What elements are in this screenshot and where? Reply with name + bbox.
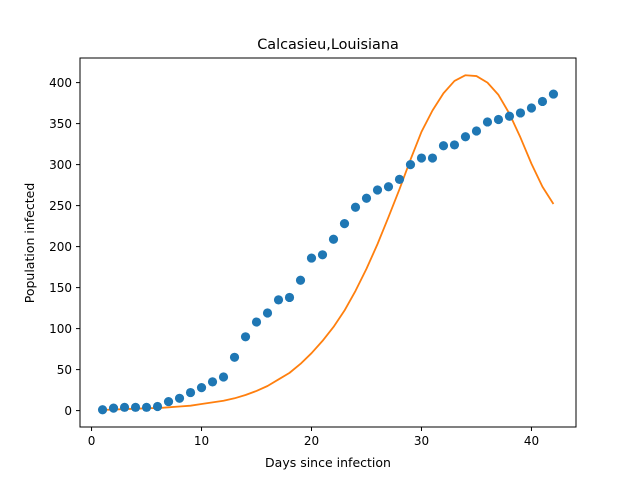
data-point	[97, 405, 108, 415]
data-point	[251, 317, 262, 327]
data-point	[152, 401, 163, 412]
x-tick-label: 30	[414, 434, 429, 448]
x-tick-label: 0	[88, 434, 96, 448]
y-tick-label: 100	[49, 322, 72, 336]
y-tick-label: 200	[49, 240, 72, 254]
y-axis-label: Population infected	[22, 183, 37, 304]
data-point	[394, 174, 405, 184]
data-point	[493, 114, 504, 125]
x-tick-label: 10	[194, 434, 209, 448]
data-point	[350, 202, 361, 212]
data-point	[141, 402, 152, 412]
x-axis-label: Days since infection	[265, 455, 391, 470]
data-point	[449, 140, 460, 150]
y-tick-label: 50	[57, 363, 72, 377]
data-point	[196, 383, 207, 393]
data-point	[427, 153, 438, 163]
data-point	[372, 185, 383, 195]
x-tick-label: 40	[524, 434, 539, 448]
data-point	[218, 372, 229, 382]
data-point	[207, 377, 218, 387]
data-point	[284, 292, 295, 303]
data-point	[119, 402, 130, 412]
data-point	[295, 275, 306, 285]
data-point	[361, 193, 372, 203]
data-point	[328, 234, 339, 244]
y-tick-label: 400	[49, 76, 72, 90]
data-point	[240, 332, 251, 342]
data-point	[108, 403, 119, 413]
data-point	[383, 182, 394, 192]
data-point	[405, 160, 416, 170]
y-tick-label: 250	[49, 199, 72, 213]
data-point	[471, 126, 482, 136]
data-point	[185, 387, 196, 398]
data-point	[229, 352, 240, 362]
fit-curve-line	[102, 74, 555, 411]
data-point	[262, 308, 273, 318]
y-tick-label: 0	[64, 404, 72, 418]
data-point	[416, 153, 427, 163]
data-point	[537, 96, 548, 107]
data-point	[504, 111, 515, 121]
data-point	[339, 219, 350, 229]
chart-title: Calcasieu,Louisiana	[257, 37, 399, 53]
data-point	[317, 250, 328, 260]
data-point	[482, 117, 493, 127]
y-tick-label: 300	[49, 158, 72, 172]
axes-frame	[79, 57, 577, 428]
data-point	[163, 396, 174, 407]
data-point	[526, 103, 537, 113]
y-tick-label: 350	[49, 117, 72, 131]
data-point	[130, 402, 141, 412]
x-tick-label: 20	[304, 434, 319, 448]
y-tick-label: 150	[49, 281, 72, 295]
data-point	[460, 132, 471, 142]
data-point	[174, 393, 185, 403]
data-point	[273, 295, 284, 305]
data-point	[438, 141, 449, 151]
data-point	[515, 108, 526, 118]
data-point	[306, 253, 317, 263]
data-point	[548, 89, 559, 99]
